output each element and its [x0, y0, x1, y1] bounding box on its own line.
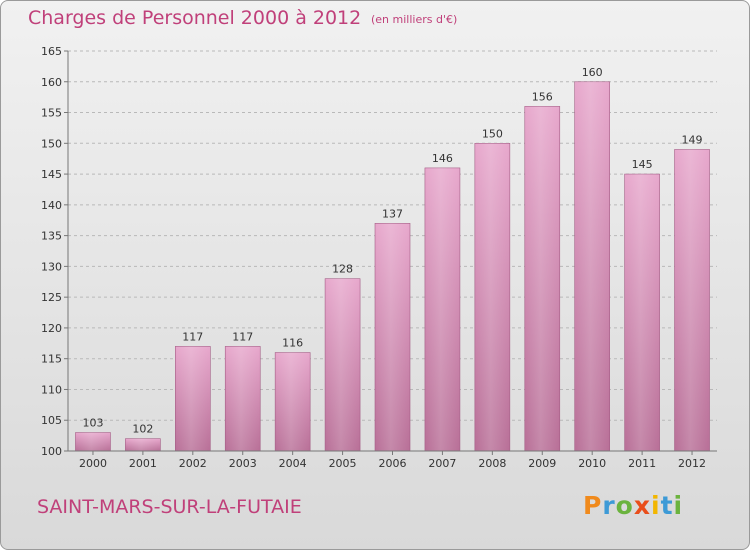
y-tick-label: 100 — [41, 445, 62, 458]
chart-unit: (en milliers d'€) — [371, 13, 458, 26]
x-tick-label: 2010 — [578, 457, 606, 470]
logo-letter: i — [651, 491, 661, 520]
y-tick-label: 120 — [41, 322, 62, 335]
bar-highlight — [524, 106, 560, 451]
bar-highlight — [125, 438, 161, 451]
y-tick-label: 110 — [41, 383, 62, 396]
bar-highlight — [574, 81, 610, 452]
bar-highlight — [375, 223, 410, 451]
x-tick-label: 2008 — [478, 457, 506, 470]
bar-highlight — [674, 149, 710, 451]
x-tick-label: 2011 — [628, 457, 656, 470]
x-tick-label: 2007 — [428, 457, 456, 470]
y-tick-label: 145 — [41, 168, 62, 181]
data-label-2006: 137 — [382, 207, 403, 220]
x-tick-label: 2012 — [678, 457, 706, 470]
logo-letter: r — [602, 491, 616, 520]
y-tick-label: 155 — [41, 107, 62, 120]
x-tick-label: 2006 — [379, 457, 407, 470]
data-label-2001: 102 — [132, 423, 153, 436]
y-tick-label: 165 — [41, 45, 62, 58]
bar-highlight — [225, 346, 261, 451]
data-label-2005: 128 — [332, 263, 353, 276]
bar-highlight — [75, 432, 111, 451]
data-label-2002: 117 — [182, 330, 203, 343]
x-tick-label: 2009 — [528, 457, 556, 470]
y-tick-label: 105 — [41, 414, 62, 427]
proxiti-logo: Proxiti — [583, 491, 683, 520]
y-tick-labels: 100 105 110 115 120 125 130 135 140 145 150 155 160 1… — [41, 45, 68, 458]
bar-highlight — [275, 352, 311, 451]
logo-letter: t — [660, 491, 674, 520]
data-label-2011: 145 — [632, 158, 653, 171]
x-tick-label: 2001 — [129, 457, 157, 470]
x-tick-label: 2004 — [279, 457, 307, 470]
data-label-2012: 149 — [682, 133, 703, 146]
data-label-2009: 156 — [532, 90, 553, 103]
logo-letter: i — [673, 491, 684, 520]
y-tick-label: 115 — [41, 353, 62, 366]
data-label-2010: 160 — [582, 66, 603, 79]
y-tick-label: 140 — [41, 199, 62, 212]
data-label-2004: 116 — [282, 337, 303, 350]
y-tick-label: 130 — [41, 260, 62, 273]
data-labels: 103 102 117 117 116 128 137 146 150 156 160 145 149 — [82, 66, 702, 436]
y-tick-label: 150 — [41, 137, 62, 150]
bars — [75, 81, 710, 452]
x-tick-label: 2005 — [329, 457, 357, 470]
x-tick-label: 2003 — [229, 457, 257, 470]
chart-title: Charges de Personnel 2000 à 2012 — [28, 7, 362, 29]
commune-name: SAINT-MARS-SUR-LA-FUTAIE — [37, 496, 302, 518]
data-label-2000: 103 — [82, 417, 103, 430]
logo-letter: o — [615, 491, 634, 520]
logo-letter: x — [633, 491, 651, 520]
data-label-2008: 150 — [482, 127, 503, 140]
y-tick-label: 125 — [41, 291, 62, 304]
data-label-2007: 146 — [432, 152, 453, 165]
bar-highlight — [424, 167, 460, 451]
y-tick-label: 135 — [41, 230, 62, 243]
bar-highlight — [624, 174, 660, 452]
x-tick-labels: 2000 2001 2002 2003 2004 2005 2006 2007 2008 2009… — [79, 451, 706, 470]
y-tick-label: 160 — [41, 76, 62, 89]
data-label-2003: 117 — [232, 330, 253, 343]
bar-highlight — [175, 346, 211, 451]
logo-letter: P — [583, 491, 603, 520]
x-tick-label: 2002 — [179, 457, 207, 470]
bar-highlight — [325, 278, 361, 451]
x-tick-label: 2000 — [79, 457, 107, 470]
bar-highlight — [474, 143, 510, 452]
